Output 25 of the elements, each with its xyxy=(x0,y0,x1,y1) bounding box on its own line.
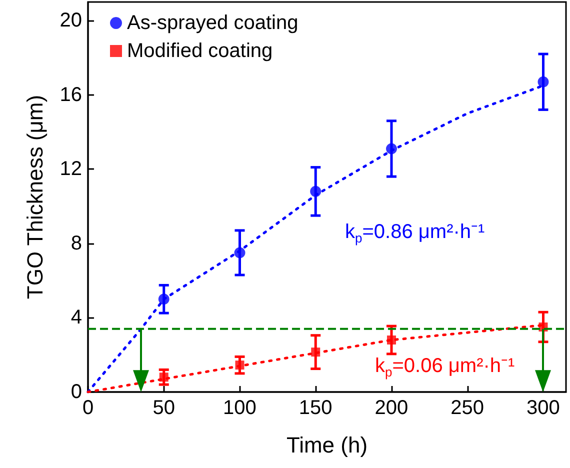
x-axis-title: Time (h) xyxy=(286,432,368,458)
x-tick-label: 200 xyxy=(374,397,408,419)
y-tick-label: 20 xyxy=(60,10,82,32)
point xyxy=(386,143,397,154)
point xyxy=(159,372,168,382)
x-tick-label: 50 xyxy=(152,397,175,419)
point xyxy=(234,247,246,258)
legend-label: Modified coating xyxy=(127,40,273,62)
point xyxy=(235,360,244,370)
point xyxy=(386,336,396,344)
x-tick-label: 300 xyxy=(526,397,560,419)
x-tick-label: 100 xyxy=(223,397,256,419)
point xyxy=(538,76,549,88)
point xyxy=(158,294,170,305)
y-tick-label: 4 xyxy=(70,306,82,329)
legend-label: As-sprayed coating xyxy=(127,12,298,34)
point xyxy=(311,348,320,357)
y-tick-label: 12 xyxy=(60,158,82,180)
x-tick-label: 150 xyxy=(298,397,332,419)
y-tick-label: 8 xyxy=(70,232,82,254)
y-tick-label: 16 xyxy=(60,84,82,106)
y-axis-title: TGO Thickness (μm) xyxy=(22,94,48,300)
x-tick-label: 250 xyxy=(450,397,484,419)
y-tick-label: 0 xyxy=(70,381,82,403)
point xyxy=(310,186,322,197)
